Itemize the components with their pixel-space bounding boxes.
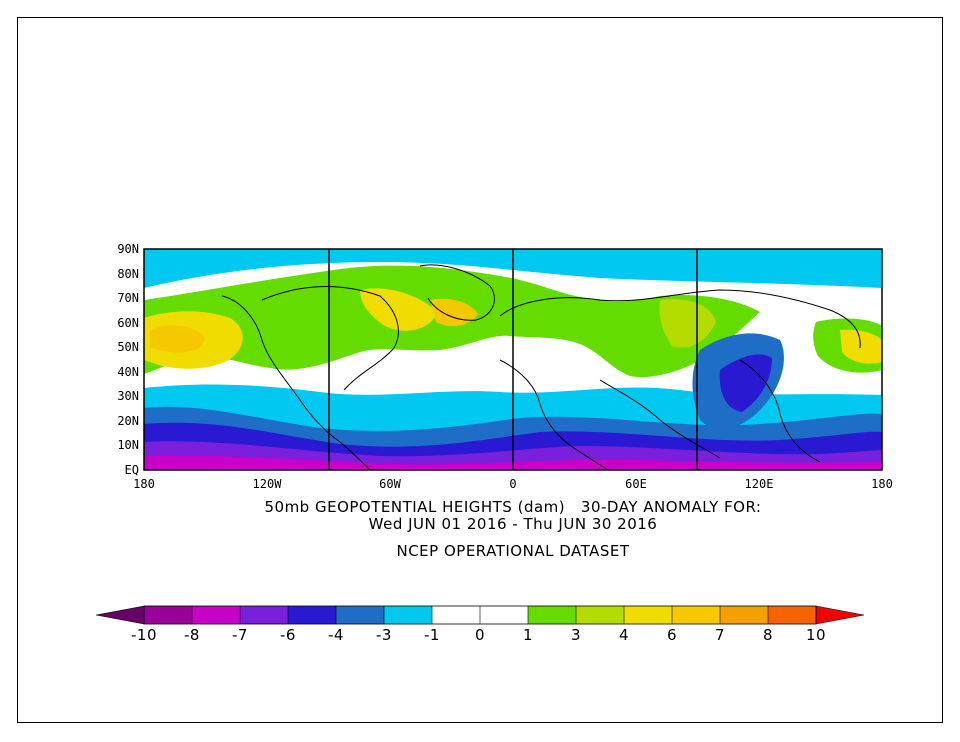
legend-swatch bbox=[768, 606, 816, 624]
legend-swatch bbox=[336, 606, 384, 624]
lat-label: 30N bbox=[117, 389, 139, 403]
legend-swatch bbox=[480, 606, 528, 624]
lat-label: 60N bbox=[117, 316, 139, 330]
lat-label: 80N bbox=[117, 267, 139, 281]
lat-label: 10N bbox=[117, 438, 139, 452]
legend-swatch bbox=[672, 606, 720, 624]
legend-label: 10 bbox=[806, 626, 826, 644]
lat-label: 40N bbox=[117, 365, 139, 379]
legend-label: -3 bbox=[376, 626, 392, 644]
lon-label: 0 bbox=[509, 477, 516, 491]
legend-arrow-left bbox=[95, 605, 145, 625]
legend-swatch bbox=[432, 606, 480, 624]
lat-label: 90N bbox=[117, 242, 139, 256]
color-legend: -10 -8 -7 -6 -4 -3 -1 0 1 3 4 6 7 8 10 bbox=[95, 605, 865, 644]
legend-label: 1 bbox=[523, 626, 533, 644]
coastlines bbox=[221, 264, 861, 470]
legend-swatch bbox=[240, 606, 288, 624]
legend-label: 4 bbox=[619, 626, 629, 644]
legend-label: 0 bbox=[475, 626, 485, 644]
legend-swatch bbox=[624, 606, 672, 624]
title-line-3: NCEP OPERATIONAL DATASET bbox=[396, 542, 629, 560]
legend-label: 6 bbox=[667, 626, 677, 644]
title-line-2: Wed JUN 01 2016 - Thu JUN 30 2016 bbox=[369, 515, 658, 533]
legend-label: -1 bbox=[424, 626, 440, 644]
legend-label: 8 bbox=[763, 626, 773, 644]
lat-label: EQ bbox=[125, 463, 139, 477]
lon-label: 60W bbox=[379, 477, 401, 491]
legend-swatch bbox=[144, 606, 192, 624]
lat-label: 20N bbox=[117, 414, 139, 428]
title-line-1: 50mb GEOPOTENTIAL HEIGHTS (dam) 30-DAY A… bbox=[264, 498, 761, 516]
legend-label: 3 bbox=[571, 626, 581, 644]
lat-label: 50N bbox=[117, 340, 139, 354]
legend-swatch bbox=[576, 606, 624, 624]
figure-frame bbox=[17, 17, 943, 723]
lat-label: 70N bbox=[117, 291, 139, 305]
lon-label: 180 bbox=[133, 477, 155, 491]
legend-swatch bbox=[288, 606, 336, 624]
legend-label: -4 bbox=[328, 626, 344, 644]
legend-label: -6 bbox=[280, 626, 296, 644]
lon-label: 120E bbox=[745, 477, 774, 491]
legend-swatch bbox=[720, 606, 768, 624]
legend-label: 7 bbox=[715, 626, 725, 644]
legend-swatch bbox=[384, 606, 432, 624]
legend-label: -10 bbox=[131, 626, 157, 644]
legend-swatch bbox=[192, 606, 240, 624]
legend-label: -7 bbox=[232, 626, 248, 644]
lon-label: 60E bbox=[625, 477, 647, 491]
legend-swatch bbox=[528, 606, 576, 624]
lon-labels: 180 120W 60W 0 60E 120E 180 bbox=[133, 477, 893, 491]
legend-arrow-right bbox=[815, 605, 865, 625]
lat-labels: 90N 80N 70N 60N 50N 40N 30N 20N 10N EQ bbox=[117, 242, 139, 477]
lon-label: 180 bbox=[871, 477, 893, 491]
legend-label: -8 bbox=[184, 626, 200, 644]
lon-label: 120W bbox=[253, 477, 283, 491]
